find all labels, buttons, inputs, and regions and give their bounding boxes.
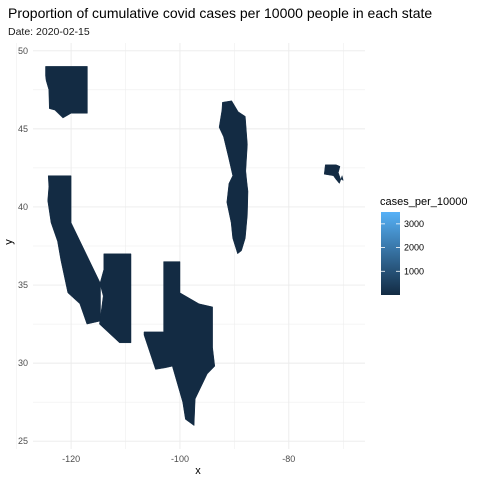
x-tick-label: -80 (282, 454, 295, 464)
legend-colorbar (381, 212, 400, 295)
legend: cases_per_10000 1000 2000 3000 (380, 196, 467, 295)
legend-ticks: 1000 2000 3000 (381, 219, 424, 276)
legend-title: cases_per_10000 (380, 196, 467, 208)
map-regions (45, 66, 344, 427)
x-tick-label: -120 (62, 454, 80, 464)
y-tick-label: 50 (18, 46, 28, 56)
y-axis-label: y (3, 239, 15, 245)
state-region-az (99, 253, 132, 344)
chart-title: Proportion of cumulative covid cases per… (8, 5, 432, 21)
y-tick-label: 45 (18, 124, 28, 134)
state-region-wi-il (218, 100, 249, 255)
x-tick-label: -100 (171, 454, 189, 464)
y-tick-labels: 25 30 35 40 45 50 (18, 46, 28, 446)
y-tick-label: 35 (18, 280, 28, 290)
legend-tick-label: 3000 (404, 219, 424, 229)
y-tick-label: 40 (18, 202, 28, 212)
y-tick-label: 25 (18, 436, 28, 446)
y-tick-label: 30 (18, 358, 28, 368)
state-region-ca-nv (47, 175, 101, 325)
state-region-tx (143, 261, 216, 427)
legend-tick-label: 1000 (404, 266, 424, 276)
chart-subtitle: Date: 2020-02-15 (8, 26, 90, 38)
legend-tick-label: 2000 (404, 243, 424, 253)
state-region-wa (45, 66, 88, 119)
state-region-ma (323, 164, 344, 185)
x-axis-label: x (195, 465, 201, 477)
x-tick-labels: -120 -100 -80 (62, 454, 295, 464)
